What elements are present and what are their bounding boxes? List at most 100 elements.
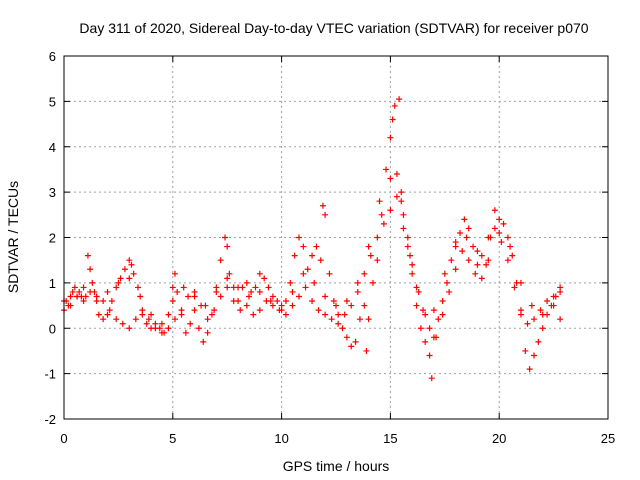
data-point xyxy=(537,307,544,314)
data-point xyxy=(291,252,298,259)
data-point xyxy=(224,243,231,250)
data-point xyxy=(113,284,120,291)
data-point xyxy=(504,257,511,264)
data-point xyxy=(202,302,209,309)
data-point xyxy=(393,170,400,177)
data-point xyxy=(459,248,466,255)
data-point xyxy=(180,284,187,291)
data-point xyxy=(531,316,538,323)
data-point xyxy=(171,316,178,323)
data-point xyxy=(335,320,342,327)
x-tick-label: 25 xyxy=(601,431,615,446)
data-point xyxy=(128,261,135,268)
data-point xyxy=(319,202,326,209)
data-point xyxy=(504,234,511,241)
data-point xyxy=(185,293,192,300)
data-point xyxy=(93,293,100,300)
y-tick-label: -1 xyxy=(44,367,56,382)
data-point xyxy=(143,320,150,327)
data-point xyxy=(137,293,144,300)
data-point xyxy=(217,293,224,300)
data-point xyxy=(474,248,481,255)
data-point xyxy=(517,307,524,314)
data-point xyxy=(191,307,198,314)
data-point xyxy=(365,316,372,323)
data-point xyxy=(278,307,285,314)
data-point xyxy=(71,284,78,291)
data-point xyxy=(339,325,346,332)
data-point xyxy=(204,329,211,336)
data-point xyxy=(322,293,329,300)
plot-frame xyxy=(63,55,609,420)
data-point xyxy=(441,270,448,277)
data-point xyxy=(483,261,490,268)
data-point xyxy=(165,325,172,332)
data-point xyxy=(213,284,220,291)
data-point xyxy=(363,347,370,354)
data-point xyxy=(365,243,372,250)
data-point xyxy=(178,307,185,314)
data-point xyxy=(208,311,215,318)
data-point xyxy=(80,298,87,305)
data-point xyxy=(544,298,551,305)
data-point xyxy=(406,252,413,259)
data-point xyxy=(439,311,446,318)
data-point xyxy=(361,270,368,277)
data-point xyxy=(404,243,411,250)
data-point xyxy=(119,320,126,327)
data-point xyxy=(389,116,396,123)
data-point xyxy=(478,275,485,282)
data-point xyxy=(367,252,374,259)
data-point xyxy=(333,302,339,309)
data-point xyxy=(139,311,146,318)
data-point xyxy=(422,338,429,345)
data-point xyxy=(348,343,355,350)
data-point xyxy=(417,325,424,332)
data-point xyxy=(115,279,122,286)
data-point xyxy=(134,284,141,291)
data-point xyxy=(309,252,316,259)
data-point xyxy=(243,279,250,286)
data-point xyxy=(496,229,503,236)
grid-lines xyxy=(64,56,608,419)
data-point xyxy=(526,366,533,373)
data-point xyxy=(433,334,440,341)
y-tick-labels: -2 -1 0 1 2 3 4 5 6 xyxy=(44,49,56,427)
data-point xyxy=(387,175,394,182)
data-point xyxy=(300,270,307,277)
data-point xyxy=(89,279,96,286)
data-point xyxy=(106,307,113,314)
y-axis-title: SDTVAR / TECUs xyxy=(5,181,21,293)
data-point xyxy=(330,298,337,305)
data-point xyxy=(409,270,416,277)
data-point xyxy=(165,311,172,318)
data-point xyxy=(282,298,289,305)
data-point xyxy=(200,338,207,345)
x-tick-label: 0 xyxy=(60,431,67,446)
data-point xyxy=(289,288,296,295)
data-point xyxy=(391,102,398,109)
data-point xyxy=(217,257,224,264)
y-tick-label: 3 xyxy=(49,185,56,200)
data-point xyxy=(158,320,165,327)
data-point xyxy=(380,220,387,227)
data-point xyxy=(191,293,198,300)
data-point xyxy=(224,284,231,291)
data-point xyxy=(204,316,211,323)
data-point xyxy=(171,270,178,277)
x-tick-label: 5 xyxy=(169,431,176,446)
data-point xyxy=(328,316,335,323)
data-point xyxy=(361,302,368,309)
data-point xyxy=(354,279,361,286)
data-point xyxy=(126,275,133,282)
data-point xyxy=(67,302,74,309)
data-point xyxy=(104,288,111,295)
data-point xyxy=(452,243,459,250)
data-point xyxy=(343,334,350,341)
data-point xyxy=(80,284,87,291)
x-tick-label: 10 xyxy=(274,431,288,446)
y-tick-label: 5 xyxy=(49,94,56,109)
data-point xyxy=(413,302,420,309)
data-point xyxy=(269,302,276,309)
data-point xyxy=(195,325,202,332)
